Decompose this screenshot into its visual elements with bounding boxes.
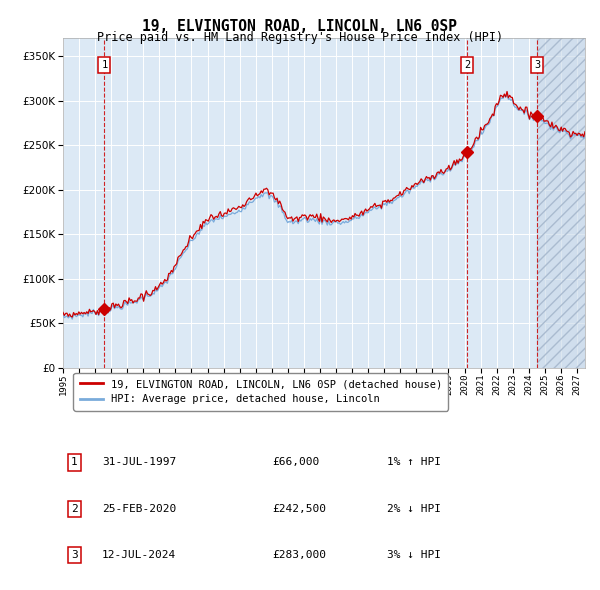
Text: 19, ELVINGTON ROAD, LINCOLN, LN6 0SP: 19, ELVINGTON ROAD, LINCOLN, LN6 0SP <box>143 19 458 34</box>
Text: 12-JUL-2024: 12-JUL-2024 <box>102 550 176 560</box>
Text: 31-JUL-1997: 31-JUL-1997 <box>102 457 176 467</box>
Text: 2% ↓ HPI: 2% ↓ HPI <box>386 504 440 514</box>
Legend: 19, ELVINGTON ROAD, LINCOLN, LN6 0SP (detached house), HPI: Average price, detac: 19, ELVINGTON ROAD, LINCOLN, LN6 0SP (de… <box>73 373 448 411</box>
Text: 1: 1 <box>101 60 107 70</box>
Text: 1: 1 <box>71 457 78 467</box>
Text: 3: 3 <box>71 550 78 560</box>
Text: £242,500: £242,500 <box>272 504 326 514</box>
Bar <box>537 38 585 368</box>
Bar <box>537 38 585 368</box>
Text: 3: 3 <box>534 60 541 70</box>
Text: 2: 2 <box>71 504 78 514</box>
Text: 25-FEB-2020: 25-FEB-2020 <box>102 504 176 514</box>
Text: Price paid vs. HM Land Registry's House Price Index (HPI): Price paid vs. HM Land Registry's House … <box>97 31 503 44</box>
Text: £283,000: £283,000 <box>272 550 326 560</box>
Text: £66,000: £66,000 <box>272 457 319 467</box>
Text: 1% ↑ HPI: 1% ↑ HPI <box>386 457 440 467</box>
Text: 3% ↓ HPI: 3% ↓ HPI <box>386 550 440 560</box>
Text: 2: 2 <box>464 60 470 70</box>
